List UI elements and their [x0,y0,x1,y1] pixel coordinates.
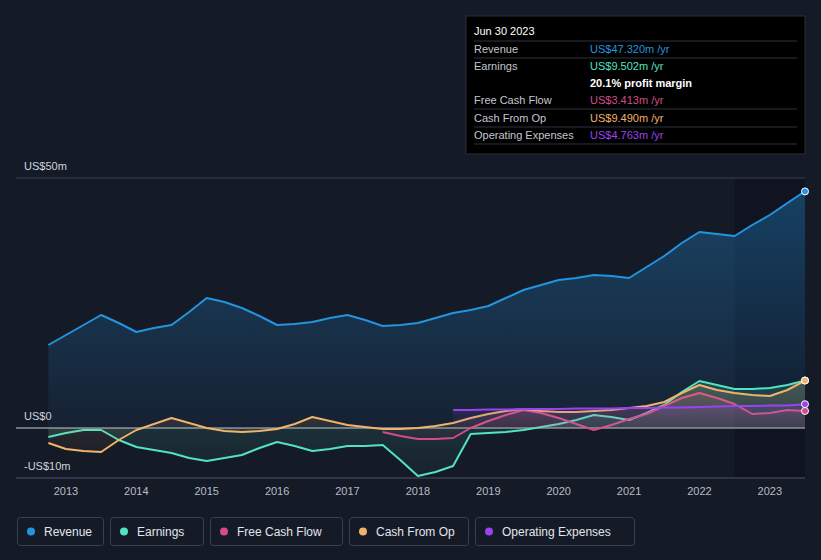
legend-swatch [359,528,367,536]
tooltip-date: Jun 30 2023 [474,25,535,37]
tooltip-value: US$3.413m /yr [590,94,664,106]
y-tick-label: US$50m [24,160,67,172]
x-tick-label: 2023 [758,485,782,497]
end-marker [802,377,809,384]
end-marker [802,401,809,408]
end-marker [802,377,809,384]
x-tick-label: 2016 [265,485,289,497]
tooltip-value: US$9.502m /yr [590,60,664,72]
separator [474,58,797,59]
grid-line [16,178,805,179]
line [48,381,805,452]
legend-label: Revenue [44,525,92,539]
legend-swatch [220,528,228,536]
legend-item[interactable] [211,518,343,546]
legend-label: Cash From Op [376,525,455,539]
x-tick-label: 2017 [335,485,359,497]
tooltip-value: US$47.320m /yr [590,43,670,55]
x-tick-label: 2022 [687,485,711,497]
legend-item[interactable] [18,518,104,546]
tooltip-label: Earnings [474,60,518,72]
line [48,380,805,476]
separator [474,127,797,128]
legend-swatch [120,528,128,536]
legend-item[interactable] [350,518,469,546]
legend-swatch [27,528,35,536]
tooltip-label: Free Cash Flow [474,94,552,106]
tooltip-value: US$4.763m /yr [590,129,664,141]
line [453,404,805,410]
grid-line [16,478,805,479]
legend-swatch [485,528,493,536]
x-axis [16,478,805,479]
separator [474,109,797,110]
x-tick-label: 2018 [406,485,430,497]
legend-item[interactable] [476,518,635,546]
tooltip-label: Cash From Op [474,112,546,124]
chart: -US$10m US$0 US$50m 2013 2014 2015 2016 2017 201… [0,0,821,560]
y-tick-label: -US$10m [24,460,70,472]
tooltip-label: Revenue [474,43,518,55]
legend-item[interactable] [111,518,204,546]
x-tick-label: 2013 [54,485,78,497]
tooltip-box [466,16,805,154]
x-tick-label: 2021 [617,485,641,497]
legend-label: Operating Expenses [502,525,611,539]
x-tick-label: 2019 [476,485,500,497]
tooltip-value: US$9.490m /yr [590,112,664,124]
separator [474,41,797,42]
y-tick-label: US$0 [24,410,52,422]
area [48,380,805,476]
legend-label: Free Cash Flow [237,525,322,539]
x-tick-label: 2014 [124,485,148,497]
area [48,381,805,452]
separator [474,144,797,145]
line [48,191,805,345]
end-marker [802,407,809,414]
x-tick-label: 2020 [546,485,570,497]
end-marker [802,188,809,195]
plot [48,191,805,476]
x-tick-label: 2015 [194,485,218,497]
area [453,404,805,428]
tooltip-label: Operating Expenses [474,129,574,141]
legend-label: Earnings [137,525,184,539]
tooltip-margin: 20.1% profit margin [590,77,692,89]
